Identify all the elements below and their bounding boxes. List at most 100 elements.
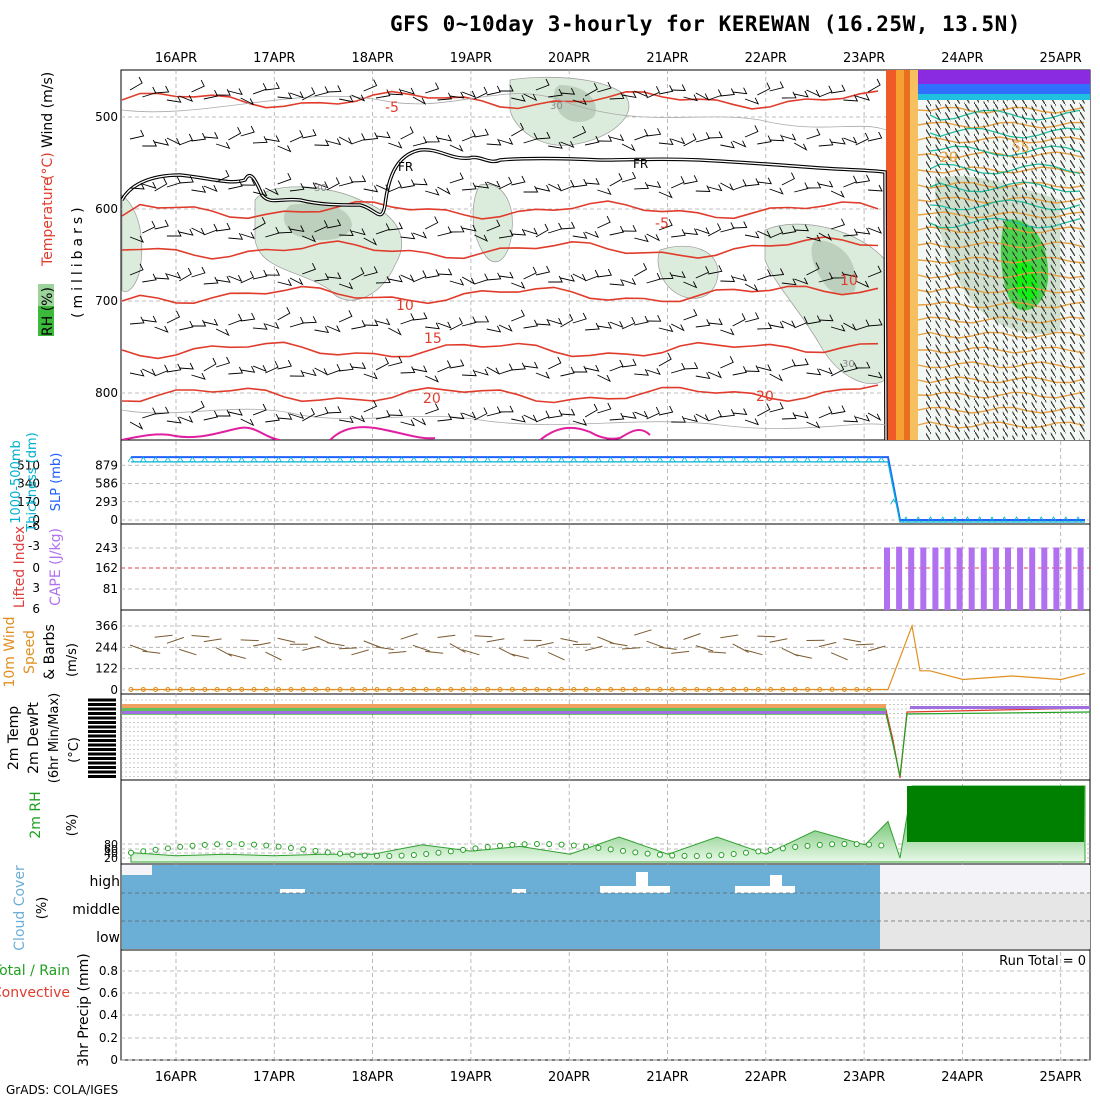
wind10-barb — [855, 643, 874, 646]
wind10-marker — [632, 686, 638, 692]
wind-barb — [572, 231, 588, 239]
rh2m-marker — [656, 851, 663, 858]
rh2m-marker — [140, 848, 147, 855]
date-top-21APR: 21APR — [646, 51, 688, 66]
rh2m-marker — [226, 841, 233, 848]
rh2m-solid-block — [907, 786, 1084, 842]
wind-barb — [560, 366, 575, 377]
ytick-wind-244: 244 — [95, 640, 118, 654]
wind-barb — [425, 269, 440, 279]
rh2m-marker — [214, 841, 221, 848]
wind-barb — [363, 79, 378, 92]
orange-contour-5 — [917, 181, 1085, 189]
wind-barb — [830, 190, 845, 198]
rh2m-marker — [767, 846, 774, 853]
wind-barb — [843, 228, 858, 237]
ytick-li--6: -6 — [28, 519, 40, 533]
rh2m-marker — [866, 841, 872, 848]
top-color-band-purple — [918, 70, 1090, 84]
wind-barb — [314, 326, 330, 333]
wind-barb — [695, 132, 710, 143]
wind10-marker — [817, 686, 823, 692]
rh-area-4 — [764, 223, 886, 384]
thickness-marker — [139, 456, 147, 463]
thickness-marker — [619, 456, 627, 463]
wind-barb — [302, 182, 317, 190]
date-labels-top: 16APR 17APR 18APR 19APR 20APR 21APR 22APR 23APR… — [155, 51, 1082, 66]
wind-barb — [388, 222, 403, 231]
wind10-barb — [818, 641, 837, 648]
wind-barb — [683, 415, 698, 423]
wind-barb — [535, 410, 550, 423]
wind-barb — [744, 178, 760, 187]
wind-barb — [191, 372, 206, 380]
wind-barb — [252, 269, 268, 280]
wind-barb — [375, 184, 390, 192]
ytick-slp-879: 879 — [95, 458, 118, 472]
wind-barb — [781, 172, 796, 186]
wind-barb — [818, 180, 834, 188]
rh2m-marker — [484, 843, 491, 850]
wind-barb — [658, 405, 674, 416]
thickness-marker — [779, 456, 787, 463]
wind-barb — [584, 269, 599, 282]
ytick-temp2m-block — [88, 730, 116, 733]
wind-barb — [240, 312, 256, 322]
ytick-cape-243: 243 — [95, 541, 118, 555]
rh2m-marker — [386, 852, 393, 859]
wind-barb — [744, 231, 760, 239]
grey-contour-2 — [121, 408, 887, 429]
wind10-barb — [732, 643, 749, 653]
wind-barb — [301, 87, 316, 101]
wind-barb — [216, 88, 231, 96]
ytick-precip-0.4: 0.4 — [99, 1008, 118, 1022]
wind10-marker — [595, 686, 601, 692]
thickness-marker — [804, 456, 811, 463]
date-bottom-23APR: 23APR — [843, 1070, 885, 1085]
wind-barb — [683, 228, 699, 236]
wind-barb — [449, 278, 465, 286]
date-top-22APR: 22APR — [745, 51, 787, 66]
ylabel-cloud-unit: (%) — [35, 897, 50, 920]
wind-barb — [523, 361, 539, 369]
wind-barb — [129, 76, 143, 91]
ytick-wind-0: 0 — [110, 683, 118, 697]
wind-barb — [351, 228, 366, 236]
wind-barb — [142, 315, 157, 323]
orange-contour-0 — [917, 106, 1085, 114]
wind10-barb — [794, 653, 812, 659]
wind-barb — [855, 280, 870, 288]
wind-barb — [215, 356, 231, 368]
thickness-marker — [324, 456, 332, 463]
wind-barb — [683, 94, 698, 102]
rh2m-marker — [706, 852, 713, 859]
label-rh-30-c: 30 — [842, 359, 855, 370]
wind-barb — [461, 276, 476, 285]
wind10-marker — [399, 686, 405, 692]
ytick-temp2m-block — [88, 712, 116, 715]
wind-barb — [191, 79, 205, 93]
wind10-marker — [534, 686, 540, 692]
wind-barb — [498, 363, 513, 375]
ytick-temp2m-block — [88, 743, 116, 747]
orange-contour-8 — [917, 226, 1085, 234]
wind-barb — [806, 315, 821, 325]
wind-barb — [535, 318, 551, 326]
cloud-missing-high — [880, 865, 1090, 893]
wind10-barb — [769, 638, 788, 643]
wind-barb — [560, 140, 575, 149]
wind-barb — [658, 352, 672, 367]
wind-barb — [486, 85, 501, 96]
wind-barb — [400, 179, 416, 189]
wind-barb — [720, 182, 734, 191]
wind-barb — [412, 178, 428, 186]
wind10m-panel: 366 244 122 0 — [95, 619, 1090, 697]
rh2m-marker — [177, 843, 184, 850]
wind-barb — [855, 132, 869, 146]
rh2m-marker — [607, 846, 614, 853]
rh2m-marker — [681, 852, 688, 859]
wind-barb — [289, 225, 305, 232]
wind-barb — [744, 97, 760, 105]
precip-panel: 0.8 0.6 0.4 0.2 0 Run Total = 0 Total / Rain Co… — [0, 954, 1090, 1067]
wind-barb — [215, 328, 230, 337]
